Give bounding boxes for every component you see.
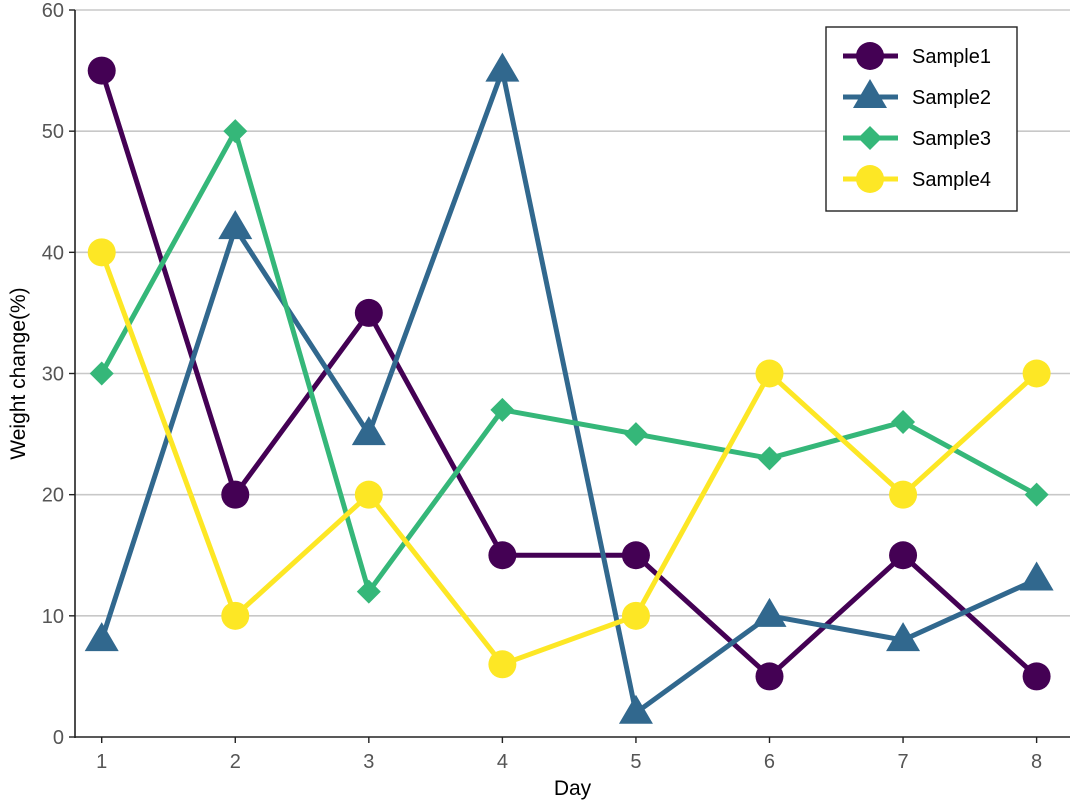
- x-tick-label: 3: [363, 751, 374, 773]
- legend-label: Sample3: [912, 128, 991, 150]
- data-point: [886, 622, 921, 652]
- data-point: [757, 446, 782, 471]
- series: [84, 52, 1054, 724]
- legend: Sample1 Sample2 Sample3 Sample4: [825, 26, 1018, 212]
- legend-label: Sample1: [912, 46, 991, 68]
- legend-item: Sample3: [843, 126, 991, 150]
- data-point: [221, 480, 250, 509]
- legend-item: Sample4: [843, 165, 991, 193]
- legend-item: Sample2: [843, 79, 991, 109]
- data-point: [485, 52, 520, 82]
- x-tick-label: 5: [630, 751, 641, 773]
- legend-label: Sample2: [912, 87, 991, 109]
- ticks: 0 10 20 30 40 50 60 1 2 3 4 5 6 7 8: [42, 0, 1042, 773]
- series-line: [99, 128, 1038, 595]
- y-axis-title: Weight change(%): [7, 287, 30, 459]
- x-tick-label: 1: [96, 751, 107, 773]
- data-point: [1019, 561, 1054, 591]
- data-point: [755, 662, 784, 691]
- data-point: [889, 480, 918, 509]
- x-tick-label: 4: [497, 751, 508, 773]
- x-tick-label: 6: [764, 751, 775, 773]
- legend-marker: [856, 42, 884, 70]
- data-point: [488, 541, 517, 570]
- series-sample2: [84, 52, 1054, 724]
- series-line: [99, 251, 1039, 667]
- legend-marker: [858, 126, 882, 150]
- legend-item: Sample1: [843, 42, 991, 70]
- data-point: [755, 359, 784, 388]
- data-point: [752, 597, 787, 627]
- data-point: [354, 480, 383, 509]
- data-point: [218, 210, 253, 240]
- data-point: [891, 409, 916, 434]
- data-point: [87, 56, 116, 85]
- series-sample4: [87, 238, 1051, 679]
- series-sample1: [87, 56, 1051, 691]
- x-tick-label: 8: [1031, 751, 1042, 773]
- y-tick-label: 40: [42, 242, 64, 264]
- data-point: [621, 541, 650, 570]
- data-point: [889, 541, 918, 570]
- data-point: [1024, 482, 1049, 507]
- series-sample3: [89, 119, 1049, 604]
- y-tick-label: 20: [42, 485, 64, 507]
- y-tick-label: 30: [42, 364, 64, 386]
- y-tick-label: 60: [42, 0, 64, 22]
- x-tick-label: 7: [897, 751, 908, 773]
- data-point: [223, 119, 248, 144]
- data-point: [1022, 662, 1051, 691]
- data-point: [354, 298, 383, 327]
- data-point: [84, 622, 119, 652]
- data-point: [621, 601, 650, 630]
- data-point: [351, 416, 386, 446]
- data-point: [618, 694, 653, 724]
- y-tick-label: 0: [53, 727, 64, 749]
- data-point: [488, 650, 517, 679]
- x-axis-title: Day: [554, 777, 592, 800]
- x-tick-label: 2: [230, 751, 241, 773]
- legend-marker: [853, 79, 887, 108]
- data-point: [623, 422, 648, 447]
- series-line: [99, 69, 1039, 679]
- data-point: [490, 397, 515, 422]
- legend-label: Sample4: [912, 169, 991, 191]
- data-point: [1022, 359, 1051, 388]
- data-point: [221, 601, 250, 630]
- series-line: [99, 68, 1038, 716]
- data-point: [356, 579, 381, 604]
- data-point: [89, 361, 114, 386]
- legend-marker: [856, 165, 884, 193]
- y-tick-label: 50: [42, 121, 64, 143]
- y-tick-label: 10: [42, 606, 64, 628]
- data-point: [87, 238, 116, 267]
